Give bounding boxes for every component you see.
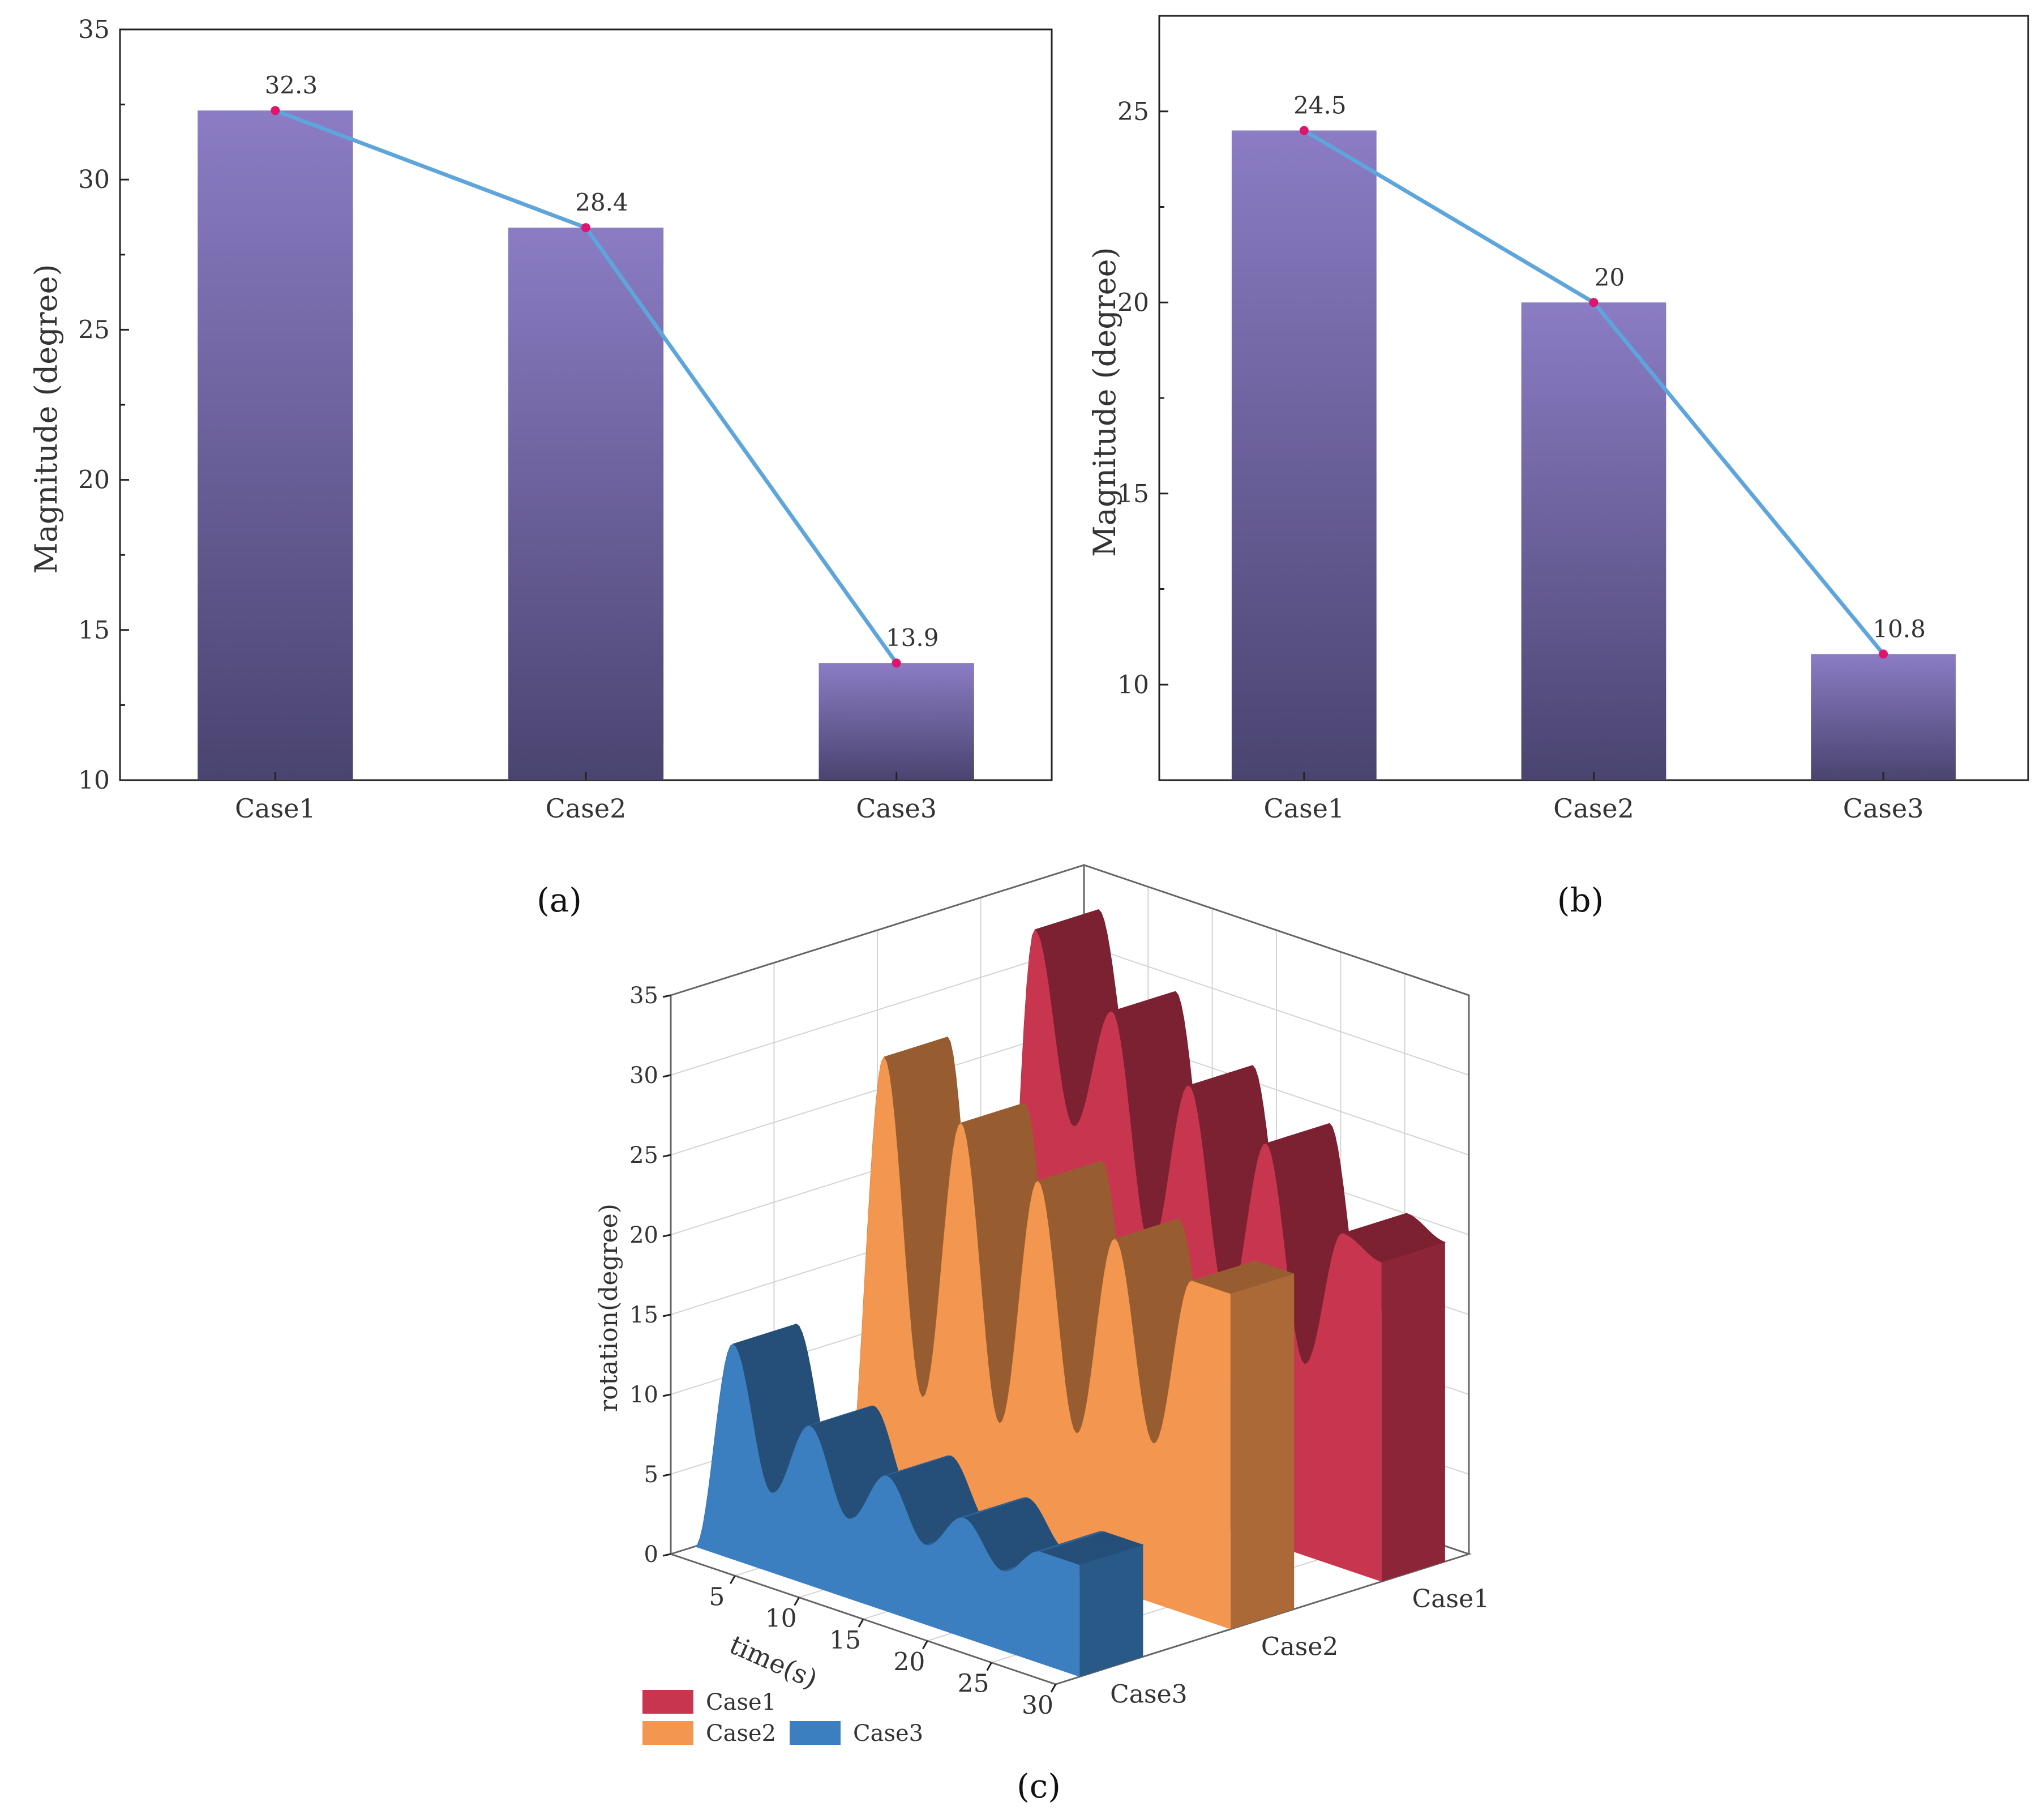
chart-a-bar-case1	[198, 110, 353, 780]
chart-c-x-tick	[1050, 1684, 1057, 1693]
chart-c-x-tick-label: 10	[765, 1604, 797, 1633]
chart-a-y-tick-label: 30	[78, 165, 110, 194]
chart-b-point	[1879, 649, 1888, 659]
chart-a-x-tick-label: Case1	[235, 793, 316, 824]
chart-c-z-tick	[662, 1473, 671, 1477]
chart-c-z-tick-label: 35	[629, 983, 658, 1009]
chart-b-bar-case1	[1231, 130, 1377, 780]
chart-a-bar-case2	[508, 228, 664, 781]
chart-c-z-tick-label: 0	[644, 1542, 658, 1568]
chart-b-point	[1589, 298, 1599, 307]
chart-a-data-label: 32.3	[265, 71, 318, 99]
chart-b-y-tick-label: 15	[1117, 480, 1149, 508]
chart-c-x-tick	[730, 1575, 736, 1585]
chart-c-legend-swatch-case2	[642, 1721, 693, 1745]
chart-c-legend-label: Case1	[706, 1689, 776, 1715]
chart-c-legend-swatch-case1	[642, 1690, 693, 1714]
chart-a-data-label: 13.9	[886, 624, 939, 652]
chart-c-x-axis-label: time(s)	[725, 1629, 822, 1694]
chart-c-z-tick-label: 5	[644, 1462, 658, 1488]
panel-label-a: (a)	[537, 881, 582, 919]
chart-b-y-axis-label: Magnitude (degree)	[1087, 247, 1122, 557]
panel-label-c: (c)	[1017, 1767, 1061, 1805]
chart-c-x-tick	[858, 1619, 864, 1628]
chart-c-x-tick-label: 15	[829, 1626, 861, 1655]
chart-c-x-tick	[794, 1597, 800, 1606]
chart-c-z-tick	[662, 1313, 671, 1317]
chart-b-y-tick-label: 10	[1117, 670, 1149, 699]
chart-c-legend-label: Case3	[853, 1720, 923, 1747]
chart-b-bar-case2	[1521, 302, 1666, 780]
chart-c-z-tick	[662, 994, 671, 998]
chart-b-y-tick-label: 20	[1117, 288, 1149, 317]
chart-c-x-tick-label: 5	[709, 1582, 725, 1611]
chart-a-bar-case3	[819, 663, 974, 780]
chart-a-y-tick-label: 35	[78, 15, 110, 44]
chart-c-x-tick	[986, 1662, 992, 1671]
chart-c-x-tick-label: 30	[1022, 1691, 1053, 1720]
chart-a-y-tick-label: 10	[78, 766, 110, 795]
chart-a-point	[892, 658, 901, 668]
chart-c: rotation(degree) time(s) (c) 0 5 10 15 20 25 3…	[594, 863, 1490, 1805]
chart-c-depth-label: Case2	[1261, 1632, 1339, 1661]
chart-b-x-tick-label: Case2	[1553, 793, 1634, 824]
chart-c-z-tick	[662, 1234, 671, 1238]
chart-a-x-tick-label: Case2	[546, 793, 627, 824]
chart-b-data-label: 24.5	[1293, 92, 1347, 119]
panel-label-b: (b)	[1557, 881, 1604, 919]
chart-b-x-tick-label: Case3	[1843, 793, 1924, 824]
chart-b-bar-case3	[1811, 654, 1956, 780]
chart-a-y-tick-label: 15	[78, 616, 110, 645]
chart-c-x-tick	[922, 1640, 928, 1650]
chart-c-legend-label: Case2	[706, 1720, 776, 1747]
chart-b: Magnitude (degree) (b) 10 15 20 25 Case1 Case…	[1087, 15, 2029, 919]
chart-c-z-tick-label: 10	[629, 1382, 658, 1408]
chart-c-case1-end-cap	[1381, 1242, 1445, 1582]
chart-b-data-label: 10.8	[1872, 615, 1926, 643]
chart-a-point	[581, 223, 590, 233]
chart-c-z-tick	[662, 1553, 671, 1557]
chart-a-point	[271, 106, 280, 115]
chart-c-z-tick-label: 30	[629, 1063, 658, 1089]
chart-c-z-axis-label: rotation(degree)	[594, 1204, 623, 1412]
chart-b-x-tick-label: Case1	[1263, 793, 1344, 824]
chart-b-data-label: 20	[1595, 263, 1625, 291]
chart-b-point	[1299, 126, 1309, 135]
chart-c-case3-area	[695, 1344, 1080, 1677]
chart-c-case3-end-cap	[1079, 1544, 1143, 1677]
chart-c-z-tick	[662, 1393, 671, 1397]
chart-a-x-tick-label: Case3	[856, 793, 937, 824]
chart-c-x-tick-label: 20	[893, 1647, 925, 1676]
chart-c-top-edge	[670, 864, 1085, 996]
chart-a-y-tick-label: 25	[78, 315, 110, 344]
chart-c-legend-swatch-case3	[790, 1721, 841, 1745]
chart-c-case2-end-cap	[1230, 1274, 1295, 1629]
chart-c-depth-label: Case3	[1110, 1680, 1188, 1709]
chart-c-z-tick	[662, 1154, 671, 1158]
chart-a-data-label: 28.4	[575, 189, 628, 216]
chart-b-y-tick-label: 25	[1117, 97, 1149, 126]
chart-c-z-tick	[662, 1074, 671, 1078]
chart-a: Magnitude (degree) (a) 10 15 20 25 30 35 Case1…	[28, 15, 1053, 919]
chart-c-z-tick-label: 25	[629, 1142, 658, 1169]
chart-c-z-tick-label: 15	[629, 1302, 658, 1328]
chart-c-z-tick-label: 20	[629, 1222, 658, 1248]
chart-c-depth-label: Case1	[1412, 1585, 1490, 1613]
chart-a-y-axis-label: Magnitude (degree)	[28, 264, 64, 573]
chart-c-x-tick-label: 25	[958, 1670, 989, 1698]
chart-a-y-tick-label: 20	[78, 466, 110, 495]
